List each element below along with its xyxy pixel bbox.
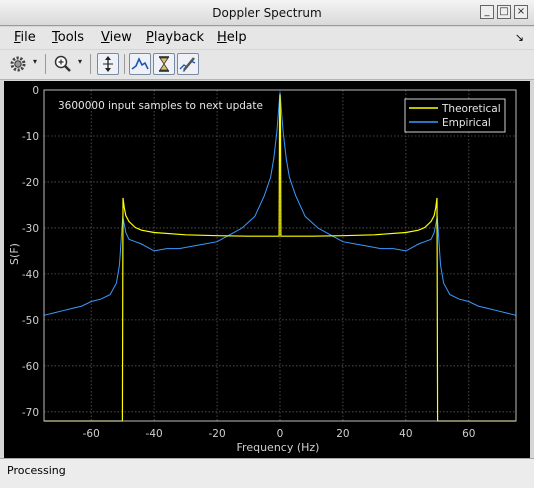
y-axis-label: S(F) xyxy=(8,243,21,265)
status-bar: Processing xyxy=(0,458,534,488)
series-layer xyxy=(43,92,517,422)
zoom-dropdown-icon[interactable]: ▾ xyxy=(78,57,83,66)
y-tick-label: -20 xyxy=(22,177,39,189)
y-tick-label: -70 xyxy=(22,407,39,419)
undock-icon[interactable]: ↘ xyxy=(514,31,524,44)
toolbar-separator xyxy=(90,54,91,74)
scope-display: -60 -40 -20 0 20 40 60 0 -10 -20 -30 -40 -50 -60 -70 3… xyxy=(4,81,530,458)
title-bar: Doppler Spectrum _ □ × xyxy=(0,0,534,26)
y-tick-label: -10 xyxy=(22,131,39,143)
x-tick-label: 0 xyxy=(277,428,284,440)
minimize-button[interactable]: _ xyxy=(480,5,494,19)
axes-frame xyxy=(43,89,517,422)
x-tick-label: -20 xyxy=(208,428,225,440)
y-tick-label: -30 xyxy=(22,223,39,235)
scale-y-icon[interactable] xyxy=(97,53,119,75)
close-button[interactable]: × xyxy=(514,5,528,19)
x-tick-label: -40 xyxy=(146,428,163,440)
window-title: Doppler Spectrum xyxy=(212,6,322,20)
series-line-empirical xyxy=(43,92,517,316)
menu-view[interactable]: View xyxy=(101,30,132,45)
legend-box xyxy=(404,98,506,133)
x-axis-label: Frequency (Hz) xyxy=(237,441,320,454)
maximize-button[interactable]: □ xyxy=(497,5,511,19)
menu-playback[interactable]: Playback xyxy=(146,30,205,45)
menu-help[interactable]: Help xyxy=(217,30,247,45)
settings-dropdown-icon[interactable]: ▾ xyxy=(33,57,38,66)
x-tick-label: 40 xyxy=(399,428,412,440)
tick-labels: -60 -40 -20 0 20 40 60 0 -10 -20 -30 -40 -50 -60 -70 xyxy=(22,85,476,440)
edit-style-icon[interactable] xyxy=(177,53,199,75)
x-tick-label: 20 xyxy=(336,428,349,440)
menu-tools[interactable]: Tools xyxy=(52,30,85,45)
y-tick-label: 0 xyxy=(32,85,39,97)
legend-label-theoretical: Theoretical xyxy=(441,103,501,115)
legend[interactable]: Theoretical Empirical xyxy=(404,98,506,133)
toolbar-separator xyxy=(124,54,125,74)
doppler-spectrum-chart: -60 -40 -20 0 20 40 60 0 -10 -20 -30 -40 -50 -60 -70 3… xyxy=(8,85,517,454)
toolbar: ▾ ▾ xyxy=(0,50,534,80)
gear-icon[interactable] xyxy=(7,53,29,75)
menu-file[interactable]: File xyxy=(14,30,36,45)
x-tick-label: 60 xyxy=(462,428,475,440)
y-tick-label: -40 xyxy=(22,269,39,281)
status-text: Processing xyxy=(7,464,66,477)
show-spectrum-icon[interactable] xyxy=(129,53,151,75)
y-tick-label: -60 xyxy=(22,361,39,373)
legend-label-empirical: Empirical xyxy=(442,117,491,129)
samples-annotation: 3600000 input samples to next update xyxy=(58,100,263,112)
series-line-theoretical xyxy=(44,94,516,422)
y-tick-label: -50 xyxy=(22,315,39,327)
zoom-in-icon[interactable] xyxy=(52,53,74,75)
x-tick-label: -60 xyxy=(83,428,100,440)
menu-bar: File Tools View Playback Help ↘ xyxy=(0,27,534,49)
hourglass-icon[interactable] xyxy=(153,53,175,75)
toolbar-separator xyxy=(45,54,46,74)
